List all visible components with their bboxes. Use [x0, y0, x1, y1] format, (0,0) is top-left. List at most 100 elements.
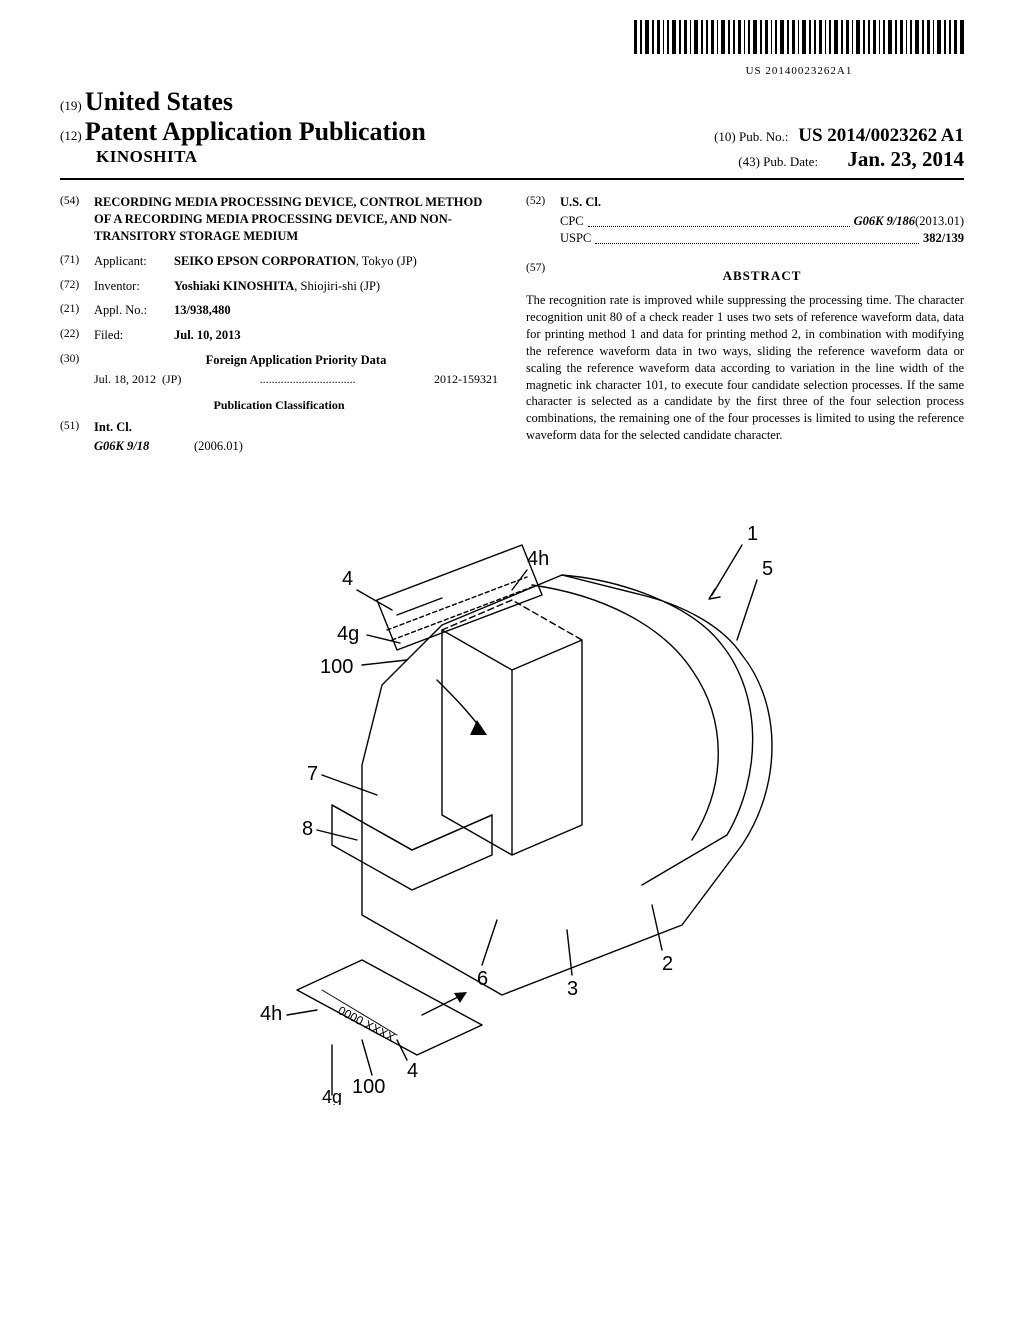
priority-dots: ................................ — [181, 371, 434, 387]
lbl-applno: Appl. No.: — [94, 302, 174, 319]
cpc-label: CPC — [560, 213, 584, 230]
field-57: (57) ABSTRACT — [526, 261, 964, 293]
leader-6 — [482, 920, 497, 965]
num-30: (30) — [60, 352, 94, 369]
ref-8: 8 — [302, 818, 313, 840]
num-22: (22) — [60, 327, 94, 344]
ref-2: 2 — [662, 953, 673, 975]
filed: Jul. 10, 2013 — [174, 328, 241, 342]
priority-date: Jul. 18, 2012 — [94, 371, 156, 387]
right-column: (52) U.S. Cl. CPC G06K 9/186 (2013.01) U… — [526, 194, 964, 455]
field-30: (30) Foreign Application Priority Data — [60, 352, 498, 369]
pub-type: Patent Application Publication — [85, 117, 426, 146]
ref-6: 6 — [477, 968, 488, 990]
lbl-applicant: Applicant: — [94, 253, 174, 270]
leader-4-b — [397, 1040, 407, 1060]
header: (19) United States (12) Patent Applicati… — [60, 87, 964, 180]
leader-8 — [317, 830, 357, 840]
applicant-loc: Tokyo (JP) — [362, 254, 417, 268]
ref-1: 1 — [747, 523, 758, 545]
inventor-name: Yoshiaki KINOSHITA — [174, 279, 294, 293]
intcl-edition: (2006.01) — [194, 438, 243, 455]
field-22: (22) Filed: Jul. 10, 2013 — [60, 327, 498, 344]
pub-left: (12) Patent Application Publication — [60, 117, 426, 147]
ref-4g-b: 4g — [322, 1087, 342, 1105]
check-top — [377, 545, 542, 650]
lbl-filed: Filed: — [94, 327, 174, 344]
pubdate-label: Pub. Date: — [763, 154, 818, 169]
pubno: US 2014/0023262 A1 — [798, 125, 964, 146]
code-12: (12) — [60, 128, 82, 143]
ref-4g-a: 4g — [337, 623, 359, 645]
ref-4h-b: 4h — [260, 1003, 282, 1025]
card-bottom: 0000 XXXX — [297, 960, 482, 1055]
leader-4h — [512, 570, 527, 590]
cpc-val: G06K 9/186 — [854, 213, 915, 230]
applicant-val: SEIKO EPSON CORPORATION, Tokyo (JP) — [174, 253, 498, 270]
uscl-block: CPC G06K 9/186 (2013.01) USPC 382/139 — [526, 213, 964, 247]
ref-100a: 100 — [320, 656, 353, 678]
cover-curve — [562, 575, 753, 885]
ref-3: 3 — [567, 978, 578, 1000]
ref-100b: 100 — [352, 1076, 385, 1098]
ref-5: 5 — [762, 558, 773, 580]
code-10: (10) — [714, 129, 736, 144]
pubdate: Jan. 23, 2014 — [847, 147, 964, 171]
cpc-row: CPC G06K 9/186 (2013.01) — [560, 213, 964, 230]
lbl-inventor: Inventor: — [94, 278, 174, 295]
barcode-svg — [634, 20, 964, 58]
left-column: (54) RECORDING MEDIA PROCESSING DEVICE, … — [60, 194, 498, 455]
barcode-region: US 20140023262A1 — [60, 20, 964, 79]
applno: 13/938,480 — [174, 303, 231, 317]
leader-5 — [737, 580, 757, 640]
tray-edge — [332, 805, 412, 850]
leader-1-arrow — [709, 589, 720, 599]
author: KINOSHITA — [60, 147, 198, 172]
uspc-label: USPC — [560, 230, 591, 247]
priority-appno: 2012-159321 — [434, 371, 498, 387]
pubdate-block: (43) Pub. Date: Jan. 23, 2014 — [738, 147, 964, 172]
num-72: (72) — [60, 278, 94, 295]
abstract-heading: ABSTRACT — [560, 267, 964, 285]
title-text: RECORDING MEDIA PROCESSING DEVICE, CONTR… — [94, 194, 498, 245]
cpc-ed: (2013.01) — [915, 213, 964, 230]
leader-100 — [362, 660, 407, 665]
uspc-row: USPC 382/139 — [560, 230, 964, 247]
publication-line: (12) Patent Application Publication (10)… — [60, 117, 964, 147]
field-72: (72) Inventor: Yoshiaki KINOSHITA, Shioj… — [60, 278, 498, 295]
inventor-val: Yoshiaki KINOSHITA, Shiojiri-shi (JP) — [174, 278, 498, 295]
country-line: (19) United States — [60, 87, 964, 117]
card-arrow — [422, 995, 462, 1015]
uspc-val: 382/139 — [923, 230, 964, 247]
num-54: (54) — [60, 194, 94, 245]
insert-arrow-path — [437, 680, 482, 730]
num-57: (57) — [526, 261, 560, 293]
num-52: (52) — [526, 194, 560, 211]
pubno-label: Pub. No.: — [739, 129, 788, 144]
priority-cc: (JP) — [162, 371, 181, 387]
card-text: 0000 XXXX — [336, 1003, 397, 1044]
leader-2 — [652, 905, 662, 950]
ref-7: 7 — [307, 763, 318, 785]
num-51: (51) — [60, 419, 94, 436]
ref-4b: 4 — [407, 1060, 418, 1082]
pub-right: (10) Pub. No.: US 2014/0023262 A1 — [714, 125, 964, 147]
abstract-text: The recognition rate is improved while s… — [526, 292, 964, 444]
figure-area: 0000 XXXX 1 5 4 — [60, 485, 964, 1110]
biblio-columns: (54) RECORDING MEDIA PROCESSING DEVICE, … — [60, 194, 964, 455]
pubclass-heading: Publication Classification — [60, 397, 498, 413]
insert-arrow-head — [470, 720, 487, 735]
uspc-dots — [595, 230, 919, 244]
barcode: US 20140023262A1 — [634, 20, 964, 77]
leader-1 — [712, 545, 742, 595]
leader-7 — [322, 775, 377, 795]
num-21: (21) — [60, 302, 94, 319]
field-52: (52) U.S. Cl. — [526, 194, 964, 211]
ref-labels: 1 5 4 4h 4g 100 7 8 6 3 2 4h 4 100 4g — [260, 523, 773, 1105]
author-row: KINOSHITA (43) Pub. Date: Jan. 23, 2014 — [60, 147, 964, 180]
leader-100-b — [362, 1040, 372, 1075]
intcl-block: G06K 9/18 (2006.01) — [60, 438, 498, 455]
field-54: (54) RECORDING MEDIA PROCESSING DEVICE, … — [60, 194, 498, 245]
leader-4h-b — [287, 1010, 317, 1015]
ref-4a: 4 — [342, 568, 353, 590]
